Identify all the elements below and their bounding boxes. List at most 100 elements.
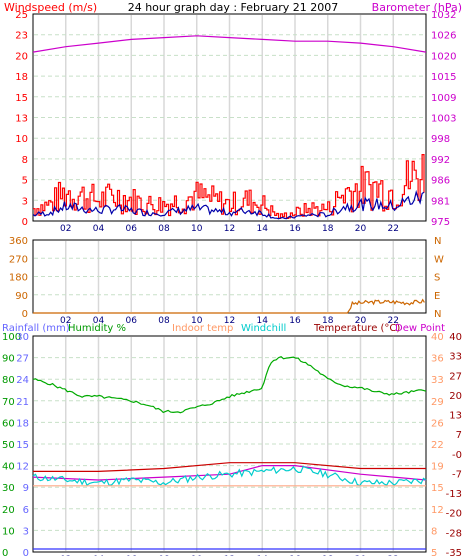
direction-degree-tick: 360 bbox=[9, 236, 28, 247]
temperature-tick: -13 bbox=[446, 489, 462, 500]
grid-lines bbox=[34, 15, 425, 551]
chart-title: 24 hour graph day : February 21 2007 bbox=[128, 1, 339, 14]
rainfall-label: Rainfall (mm) bbox=[2, 323, 70, 334]
direction-degree-tick: 270 bbox=[9, 254, 28, 265]
barometer-tick: 986 bbox=[431, 176, 450, 187]
x-tick-label: 16 bbox=[289, 316, 301, 326]
windspeed-tick: 20 bbox=[15, 51, 28, 62]
temperature-tick: -0 bbox=[452, 450, 462, 461]
rainfall-tick: 15 bbox=[16, 440, 29, 451]
x-tick-label: 04 bbox=[93, 316, 105, 326]
humidity-tick: 60 bbox=[2, 418, 15, 429]
x-tick-label: 08 bbox=[158, 224, 170, 234]
x-tick-label: 14 bbox=[257, 316, 269, 326]
windspeed-tick: 13 bbox=[15, 114, 28, 125]
indoor-temp-tick: 36 bbox=[431, 354, 444, 365]
windspeed-tick: 18 bbox=[15, 72, 28, 83]
x-tick-label: 02 bbox=[60, 224, 71, 234]
windspeed-tick: 25 bbox=[15, 10, 28, 21]
dew-point-label: Dew Point bbox=[395, 323, 445, 334]
series-lines bbox=[32, 35, 427, 550]
temperature-tick: -7 bbox=[452, 469, 462, 480]
direction-degree-tick: 0 bbox=[22, 309, 28, 320]
indoor-temp-tick: 5 bbox=[431, 548, 437, 556]
barometer-tick: 1020 bbox=[431, 51, 456, 62]
barometer-axis-label: Barometer (hPa) bbox=[372, 1, 462, 14]
indoor-temp-label: Indoor temp bbox=[172, 323, 233, 334]
windspeed-tick: 8 bbox=[22, 155, 28, 166]
humidity-tick: 70 bbox=[2, 397, 15, 408]
humidity-tick: 80 bbox=[2, 375, 15, 386]
indoor-temp-tick: 19 bbox=[431, 462, 444, 473]
direction-compass-tick: E bbox=[434, 291, 440, 302]
panel3-legend: Rainfall (mm) Humidity % Indoor temp Win… bbox=[2, 323, 445, 334]
temperature-tick: 20 bbox=[449, 391, 462, 402]
windchill-line bbox=[32, 465, 427, 487]
temperature-tick: -28 bbox=[446, 528, 462, 539]
x-tick-label: 08 bbox=[158, 316, 170, 326]
rainfall-tick: 18 bbox=[16, 418, 29, 429]
temperature-tick: -20 bbox=[446, 509, 462, 520]
humidity-tick: 10 bbox=[2, 526, 15, 537]
windspeed-tick: 10 bbox=[15, 134, 28, 145]
temperature-tick: 33 bbox=[449, 352, 462, 363]
rainfall-tick: 27 bbox=[16, 354, 29, 365]
x-tick-label: 14 bbox=[257, 224, 269, 234]
x-tick-label: 12 bbox=[224, 316, 235, 326]
barometer-tick: 1015 bbox=[431, 72, 456, 83]
x-tick-label: 10 bbox=[191, 224, 203, 234]
x-tick-label: 22 bbox=[388, 224, 399, 234]
humidity-tick: 50 bbox=[2, 440, 15, 451]
indoor-temp-tick: 22 bbox=[431, 440, 444, 451]
x-tick-label: 02 bbox=[60, 316, 71, 326]
barometer-tick: 1009 bbox=[431, 93, 456, 104]
indoor-temp-tick: 8 bbox=[431, 526, 437, 537]
barometer-tick: 1032 bbox=[431, 10, 456, 21]
windspeed-axis-label: Windspeed (m/s) bbox=[4, 1, 97, 14]
rainfall-tick: 0 bbox=[23, 548, 29, 556]
barometer-tick: 981 bbox=[431, 196, 450, 207]
humidity-tick: 90 bbox=[2, 354, 15, 365]
temperature-tick: 40 bbox=[449, 332, 462, 343]
indoor-temp-tick: 40 bbox=[431, 332, 444, 343]
windspeed-gust-line bbox=[33, 154, 425, 219]
windspeed-tick: 15 bbox=[15, 93, 28, 104]
rainfall-tick: 9 bbox=[23, 483, 29, 494]
indoor-temp-tick: 33 bbox=[431, 375, 444, 386]
temperature-tick: 27 bbox=[449, 371, 462, 382]
barometer-tick: 992 bbox=[431, 155, 450, 166]
windspeed-average-line bbox=[32, 189, 425, 220]
windspeed-tick: 5 bbox=[22, 176, 28, 187]
humidity-line bbox=[32, 356, 427, 414]
x-tick-label: 22 bbox=[388, 316, 399, 326]
humidity-tick: 0 bbox=[2, 548, 8, 556]
temperature-tick: 7 bbox=[456, 430, 462, 441]
x-tick-label: 20 bbox=[355, 316, 367, 326]
humidity-tick: 20 bbox=[2, 505, 15, 516]
x-tick-label: 20 bbox=[355, 224, 367, 234]
temperature-c-line bbox=[33, 462, 426, 472]
humidity-tick: 30 bbox=[2, 483, 15, 494]
barometer-tick: 975 bbox=[431, 217, 450, 228]
x-tick-label: 16 bbox=[289, 224, 301, 234]
direction-compass-tick: S bbox=[434, 273, 440, 284]
indoor-temp-tick: 29 bbox=[431, 397, 444, 408]
rainfall-tick: 3 bbox=[23, 526, 29, 537]
windspeed-tick: 0 bbox=[22, 217, 28, 228]
barometer-line bbox=[32, 35, 427, 53]
rainfall-tick: 24 bbox=[16, 375, 29, 386]
temperature-tick: 13 bbox=[449, 411, 462, 422]
x-tick-label: 18 bbox=[322, 224, 334, 234]
rainfall-tick: 12 bbox=[16, 462, 29, 473]
direction-compass-tick: N bbox=[434, 236, 441, 247]
indoor-temp-tick: 15 bbox=[431, 483, 444, 494]
direction-compass-tick: W bbox=[434, 254, 444, 265]
humidity-tick: 40 bbox=[2, 462, 15, 473]
tick-labels: 2523201815131085301032102610201015100910… bbox=[2, 10, 462, 556]
x-tick-label: 18 bbox=[322, 316, 334, 326]
direction-compass-tick: N bbox=[434, 309, 441, 320]
humidity-tick: 100 bbox=[2, 332, 21, 343]
x-tick-label: 04 bbox=[93, 224, 105, 234]
